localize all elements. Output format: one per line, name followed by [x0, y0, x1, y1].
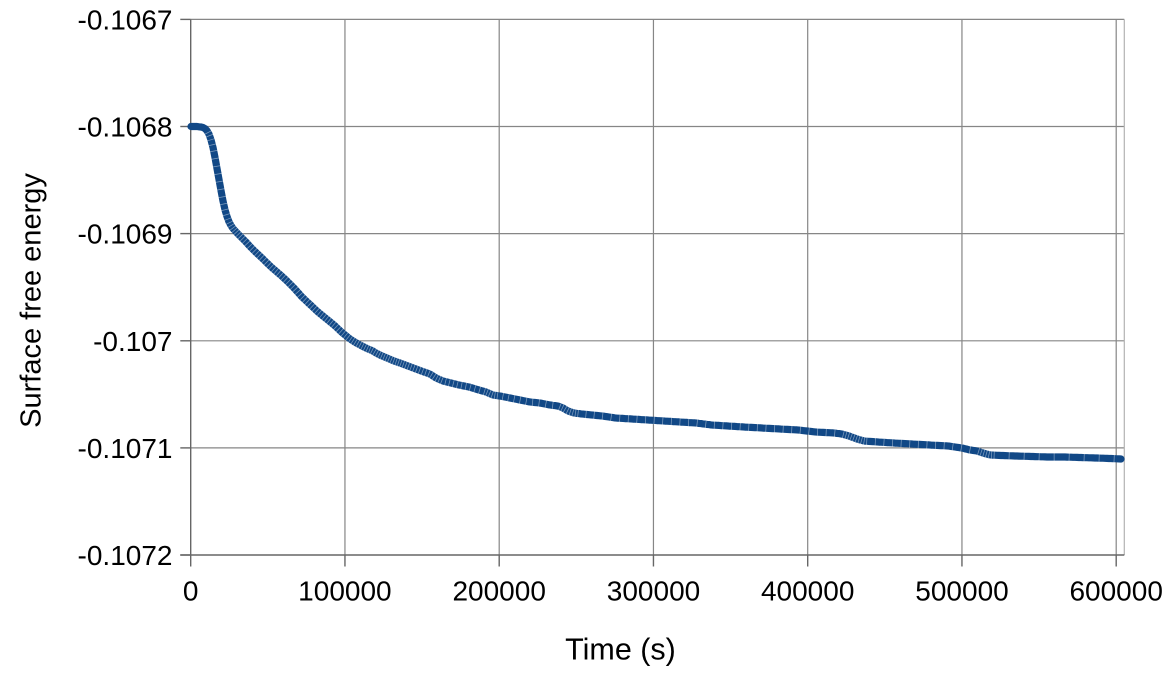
svg-text:-0.1067: -0.1067	[78, 4, 173, 35]
svg-text:300000: 300000	[607, 576, 700, 607]
svg-text:400000: 400000	[761, 576, 854, 607]
svg-text:Surface free energy: Surface free energy	[16, 173, 48, 428]
svg-text:-0.1068: -0.1068	[78, 112, 173, 143]
svg-text:100000: 100000	[298, 576, 391, 607]
svg-text:0: 0	[183, 576, 199, 607]
svg-text:Time (s): Time (s)	[565, 633, 676, 667]
svg-text:-0.1069: -0.1069	[78, 219, 173, 250]
svg-text:200000: 200000	[452, 576, 545, 607]
svg-text:600000: 600000	[1069, 576, 1162, 607]
svg-text:-0.107: -0.107	[93, 326, 172, 357]
svg-text:-0.1071: -0.1071	[78, 433, 173, 464]
svg-text:500000: 500000	[915, 576, 1008, 607]
svg-text:-0.1072: -0.1072	[78, 540, 173, 571]
